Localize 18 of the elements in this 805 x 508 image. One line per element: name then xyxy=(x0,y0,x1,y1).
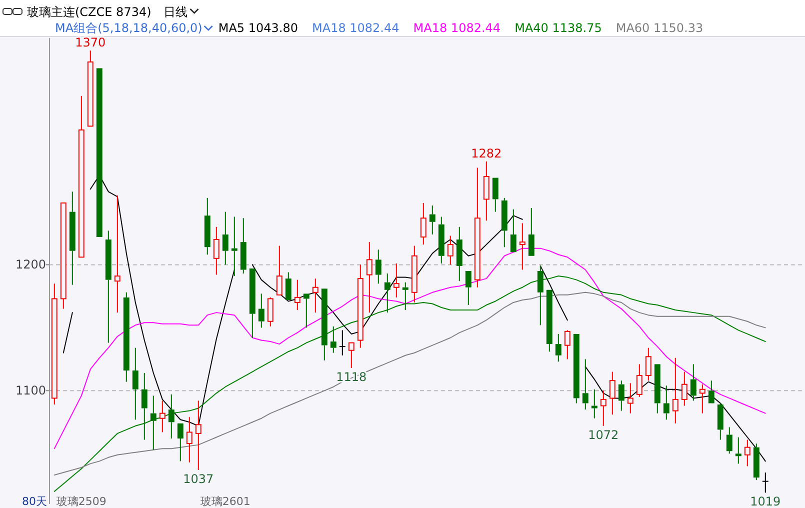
y-tick-label: 1200 xyxy=(15,258,46,272)
text: MA组合(5,18,18,40,60,0) xyxy=(55,21,202,35)
chart-title: 玻璃主连(CZCE 8734) xyxy=(27,5,152,19)
annotation: 1019 xyxy=(750,494,781,508)
annotation: 1282 xyxy=(471,146,502,160)
x-tick-label: 玻璃2601 xyxy=(200,495,250,508)
text: MA18 1082.44 xyxy=(312,21,400,35)
text: 80天 xyxy=(22,495,47,508)
x-tick-label: 玻璃2509 xyxy=(56,495,106,508)
annotation: 1037 xyxy=(183,472,214,486)
annotation: 1370 xyxy=(75,36,106,50)
y-tick-label: 1100 xyxy=(15,384,46,398)
chart-subtitle: 日线 xyxy=(163,5,188,19)
text: MA60 1150.33 xyxy=(616,21,704,35)
text: MA40 1138.75 xyxy=(514,21,602,35)
annotation: 1072 xyxy=(588,428,619,442)
text: MA5 1043.80 xyxy=(218,21,298,35)
text: MA18 1082.44 xyxy=(413,21,501,35)
